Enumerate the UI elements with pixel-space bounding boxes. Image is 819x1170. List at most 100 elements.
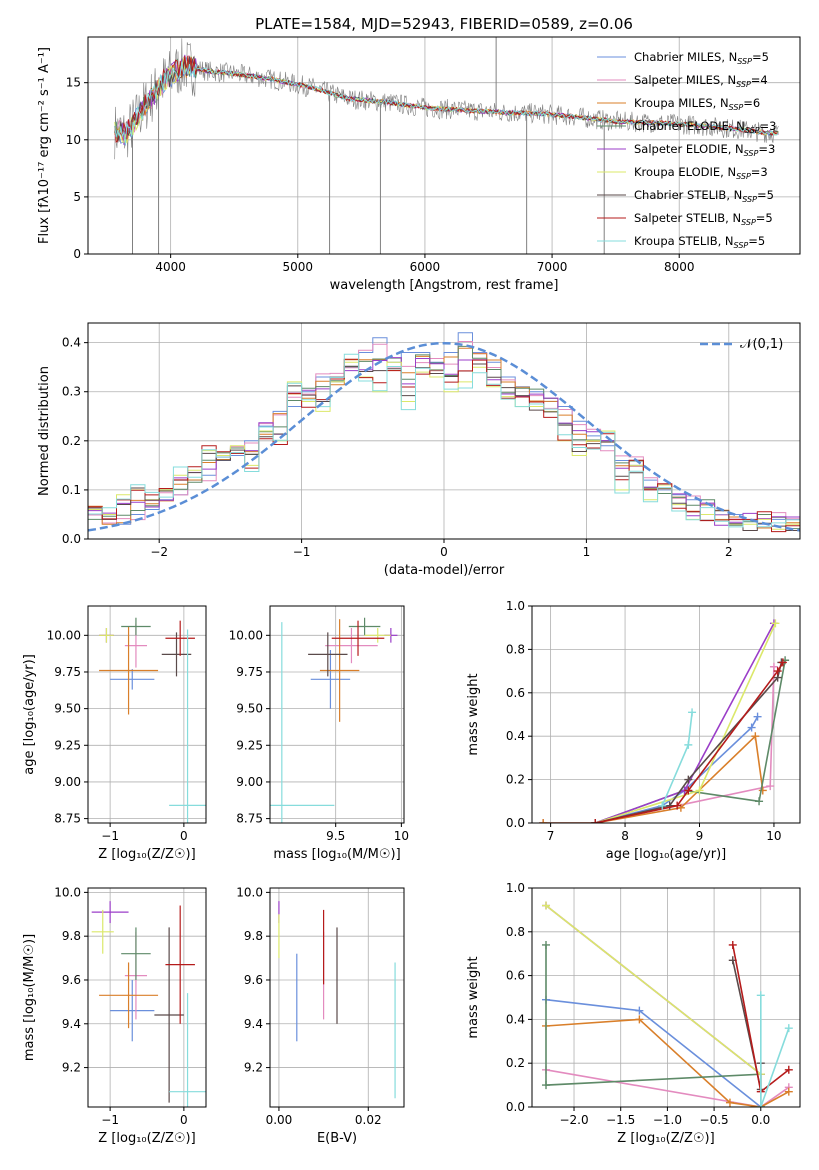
- y-tick-label: 10.0: [54, 885, 81, 899]
- weight-marker: [635, 1006, 644, 1015]
- y-tick-label: 9.6: [244, 973, 263, 987]
- plot-area: [270, 617, 398, 823]
- y-tick-label: 0.6: [506, 686, 525, 700]
- x-axis-label: mass [log₁₀(M/M☉)]: [273, 847, 400, 862]
- weight-marker: [756, 1103, 765, 1107]
- errorbar-point-6: [308, 632, 348, 677]
- x-tick-label: 5000: [283, 260, 314, 274]
- panel-massweight_vs_Z: −2.0 −1.5 −1.0 −0.5 0.0 0.0 0.2 0.4 0.6 0.8 1.0 Z […: [466, 881, 801, 1146]
- legend-subscript: SSP: [734, 241, 749, 250]
- weight-marker: [753, 712, 762, 721]
- y-tick-label: 9.2: [62, 1061, 81, 1075]
- axes-frame: [269, 887, 405, 1108]
- errorbar-point-5: [99, 627, 114, 643]
- errorbar-point-3: [121, 617, 151, 636]
- y-tick-label: 9.75: [236, 665, 263, 679]
- weight-marker: [658, 801, 667, 810]
- panel-massweight_vs_age: 7 8 9 10 0.0 0.2 0.4 0.6 0.8 1.0 age [log₁₀(age/yr…: [466, 599, 801, 862]
- errorbar-point-8: [169, 993, 206, 1107]
- y-tick-label: 9.6: [62, 973, 81, 987]
- axes-frame: [531, 887, 801, 1108]
- weight-marker: [771, 619, 780, 628]
- panel-mass_vs_Z: −1 0 9.2 9.4 9.6 9.8 10.0 Z [log₁₀(Z/Z☉)] mass […: [22, 885, 207, 1146]
- weight-marker: [542, 901, 551, 910]
- legend-text: =4: [751, 73, 768, 87]
- y-tick-label: 0.2: [506, 773, 525, 787]
- x-axis-label: wavelength [Angstrom, rest frame]: [330, 278, 559, 293]
- errorbar-point-8: [270, 622, 335, 823]
- axes-frame: [87, 605, 207, 824]
- y-tick-label: 0.4: [506, 729, 525, 743]
- x-tick-label: 9: [696, 829, 704, 843]
- x-axis-label: Z [log₁₀(Z/Z☉)]: [98, 847, 195, 862]
- weight-marker: [728, 940, 737, 949]
- errorbar-point-0: [110, 979, 155, 1042]
- legend-subscript: SSP: [729, 103, 744, 112]
- x-tick-label: −1: [101, 829, 119, 843]
- weight-marker: [755, 797, 764, 806]
- x-axis-label: (data-model)/error: [384, 563, 505, 578]
- x-tick-label: −1: [101, 1113, 119, 1127]
- weight-line-1: [543, 666, 775, 823]
- y-tick-label: 0.1: [62, 483, 81, 497]
- legend-text: =3: [760, 119, 777, 133]
- y-tick-label: 0.3: [62, 385, 81, 399]
- x-tick-label: 0: [180, 829, 188, 843]
- figure-title: PLATE=1584, MJD=52943, FIBERID=0589, z=0…: [255, 15, 633, 33]
- weight-line-8: [760, 995, 790, 1107]
- x-tick-label: 0: [180, 1113, 188, 1127]
- axes-frame: [87, 36, 801, 255]
- weight-marker: [758, 786, 767, 795]
- errorbar-point-0: [110, 669, 155, 690]
- errorbar-point-8: [169, 629, 206, 823]
- weight-marker: [751, 732, 760, 741]
- weight-marker: [684, 740, 693, 749]
- errorbar-point-6: [161, 632, 192, 677]
- plot-area: [114, 37, 779, 254]
- legend-text: Salpeter ELODIE, N: [634, 142, 744, 156]
- legend-text: =5: [748, 234, 765, 248]
- weight-marker: [784, 1024, 793, 1033]
- weight-line-0: [545, 998, 762, 1107]
- legend-subscript: SSP: [736, 80, 751, 89]
- y-axis-label: mass [log₁₀(M/M☉)]: [22, 934, 37, 1061]
- panel-residuals: −2 −1 0 1 2 0.0 0.1 0.2 0.3 0.4 (data-model)/error…: [37, 322, 801, 578]
- errorbar-point-7: [331, 620, 385, 656]
- legend-text: Salpeter STELIB, N: [634, 211, 741, 225]
- legend-text: =3: [751, 165, 768, 179]
- x-tick-label: 2: [725, 545, 733, 559]
- errorbar-point-7: [165, 905, 195, 1024]
- legend-subscript: SSP: [737, 57, 752, 66]
- y-axis-label: age [log₁₀(age/yr)]: [22, 654, 37, 775]
- errorbar-point-1: [325, 627, 378, 664]
- weight-marker: [695, 786, 704, 795]
- legend-subscript: SSP: [736, 172, 751, 181]
- legend-subscript: SSP: [744, 149, 759, 158]
- errorbar-point-6: [154, 927, 184, 1103]
- panel-spectrum: 4000 5000 6000 7000 8000 0 5 10 15 wavelength [An…: [37, 36, 801, 293]
- plot-area: [99, 617, 206, 823]
- legend-text: Kroupa ELODIE, N: [634, 165, 736, 179]
- x-tick-label: −1: [293, 545, 311, 559]
- y-tick-label: 0.0: [62, 532, 81, 546]
- y-axis-label: Flux [fλ10⁻¹⁷ erg cm⁻² s⁻¹ A⁻¹]: [37, 47, 52, 244]
- y-axis-label: mass weight: [466, 956, 481, 1038]
- legend-text: Chabrier ELODIE, N: [634, 119, 745, 133]
- x-tick-label: 4000: [155, 260, 186, 274]
- errorbar-point-2: [99, 626, 159, 715]
- x-tick-label: 6000: [410, 260, 441, 274]
- x-tick-label: 8000: [664, 260, 695, 274]
- y-tick-label: 0.8: [506, 925, 525, 939]
- panel-age_vs_Z: −1 0 8.75 9.00 9.25 9.50 9.75 10.00 Z [log₁₀(Z/Z…: [22, 605, 207, 862]
- y-tick-label: 0.0: [506, 816, 525, 830]
- legend-entry-4: Salpeter ELODIE, NSSP=3: [634, 142, 775, 158]
- legend-text: =6: [743, 96, 760, 110]
- weight-marker: [591, 819, 600, 823]
- errorbar-point-2: [99, 962, 159, 1029]
- x-tick-label: 8: [621, 829, 629, 843]
- x-tick-label: 1: [583, 545, 591, 559]
- y-tick-label: 0.8: [506, 642, 525, 656]
- y-tick-label: 9.25: [54, 738, 81, 752]
